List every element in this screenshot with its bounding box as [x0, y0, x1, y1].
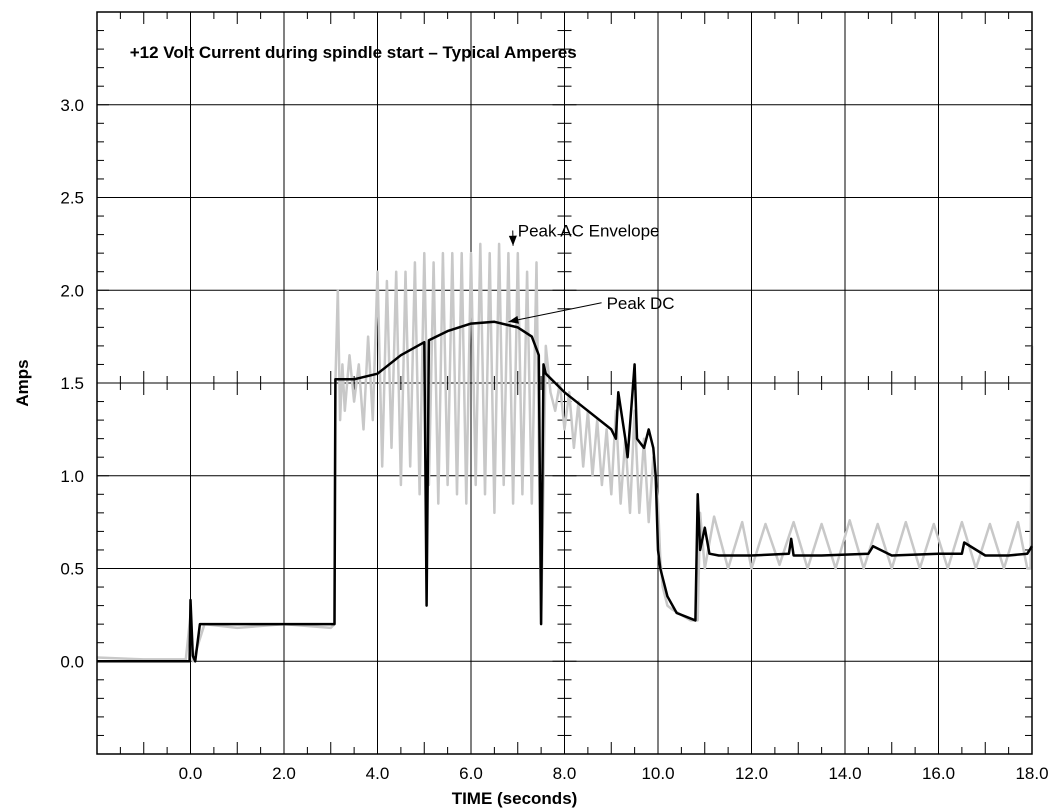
- annotation-label: Peak DC: [607, 294, 675, 313]
- annotation-arrow-line: [508, 302, 602, 323]
- x-axis-label: TIME (seconds): [452, 789, 578, 808]
- x-tick-label: 16.0: [922, 764, 955, 783]
- y-tick-label: 2.5: [60, 189, 84, 208]
- y-tick-label: 0.5: [60, 560, 84, 579]
- y-tick-label: 1.0: [60, 467, 84, 486]
- chart-title: +12 Volt Current during spindle start – …: [130, 43, 577, 62]
- y-tick-label: 3.0: [60, 96, 84, 115]
- x-tick-labels: 0.0 2.0 4.0 6.0 8.0 10.0 12.0 14.0 16.0 18.0: [179, 764, 1049, 783]
- y-tick-label: 2.0: [60, 281, 84, 300]
- x-tick-label: 18.0: [1015, 764, 1048, 783]
- y-tick-label: 0.0: [60, 652, 84, 671]
- x-tick-label: 12.0: [735, 764, 768, 783]
- series-group: [96, 242, 1034, 663]
- series-line-envelope: [96, 242, 1034, 663]
- annotations: Peak AC Envelope Peak DC: [508, 221, 675, 324]
- annotation-arrow-head: [508, 315, 519, 324]
- plot-frame: [96, 11, 1033, 755]
- x-tick-label: 2.0: [272, 764, 296, 783]
- x-tick-label: 6.0: [459, 764, 483, 783]
- annotation-arrow-head: [508, 235, 517, 246]
- x-tick-label: 4.0: [366, 764, 390, 783]
- x-tick-label: 10.0: [641, 764, 674, 783]
- series-line-dc: [97, 320, 1034, 663]
- y-tick-label: 1.5: [60, 374, 84, 393]
- y-axis-label: Amps: [13, 359, 32, 406]
- x-tick-label: 14.0: [828, 764, 861, 783]
- annotation-label: Peak AC Envelope: [518, 221, 660, 240]
- y-tick-labels: 0.0 0.5 1.0 1.5 2.0 2.5 3.0: [60, 96, 84, 672]
- minor-ticks: [96, 11, 1033, 755]
- x-tick-label: 8.0: [553, 764, 577, 783]
- x-tick-label: 0.0: [179, 764, 203, 783]
